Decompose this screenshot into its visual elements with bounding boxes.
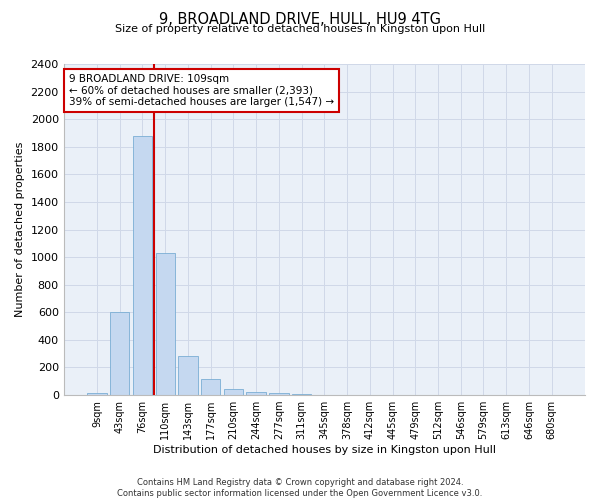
Bar: [88, 393, 107, 395]
Bar: [292, 394, 311, 395]
Text: Size of property relative to detached houses in Kingston upon Hull: Size of property relative to detached ho…: [115, 24, 485, 34]
Bar: [133, 136, 152, 395]
Bar: [110, 312, 130, 395]
Bar: [178, 356, 197, 395]
Bar: [155, 253, 175, 395]
Text: 9 BROADLAND DRIVE: 109sqm
← 60% of detached houses are smaller (2,393)
39% of se: 9 BROADLAND DRIVE: 109sqm ← 60% of detac…: [69, 74, 334, 107]
Bar: [201, 379, 220, 395]
Bar: [224, 388, 243, 395]
Bar: [247, 392, 266, 395]
Text: 9, BROADLAND DRIVE, HULL, HU9 4TG: 9, BROADLAND DRIVE, HULL, HU9 4TG: [159, 12, 441, 28]
Bar: [269, 394, 289, 395]
Text: Contains HM Land Registry data © Crown copyright and database right 2024.
Contai: Contains HM Land Registry data © Crown c…: [118, 478, 482, 498]
X-axis label: Distribution of detached houses by size in Kingston upon Hull: Distribution of detached houses by size …: [153, 445, 496, 455]
Y-axis label: Number of detached properties: Number of detached properties: [15, 142, 25, 317]
